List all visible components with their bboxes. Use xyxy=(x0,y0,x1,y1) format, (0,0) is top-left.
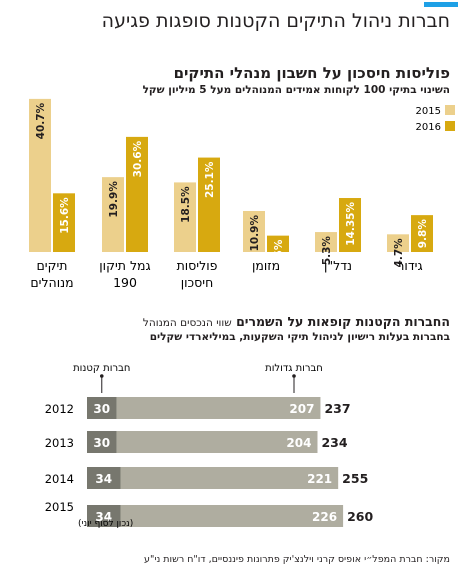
data-label-2016-1: 30.6% xyxy=(132,140,144,177)
chart2-title-main: החברות הקטנות קופאות על השמרים xyxy=(236,314,450,329)
bar-large-2013 xyxy=(116,431,318,453)
category-label-0-line2: מנוהלים xyxy=(30,275,73,290)
data-label-2015-2: 18.5% xyxy=(180,186,192,223)
bar-small-2013 xyxy=(87,431,117,453)
category-label-4: נדל"ן xyxy=(324,258,352,273)
bar-2015-4 xyxy=(315,232,337,252)
bar-small-2015 xyxy=(87,505,121,527)
value-small-2015: 34 xyxy=(95,510,112,524)
category-label-3: מזומן xyxy=(252,258,280,273)
value-large-2015: 226 xyxy=(312,510,337,524)
bar-2016-1 xyxy=(126,136,148,252)
data-label-2016-3: 4.35% xyxy=(273,239,285,276)
bar-small-2012 xyxy=(87,397,117,419)
bar-2016-3 xyxy=(267,235,289,252)
data-label-2016-5: 9.8% xyxy=(417,219,429,249)
bar-2016-4 xyxy=(339,198,361,252)
bar-2015-5 xyxy=(387,234,409,252)
bar-2015-1 xyxy=(102,177,124,252)
bar-large-2015 xyxy=(120,505,344,527)
bar-2015-3 xyxy=(243,210,265,252)
bar-2016-2 xyxy=(198,157,220,252)
value-small-2013: 30 xyxy=(93,436,110,450)
data-label-2015-1: 19.9% xyxy=(108,181,120,218)
year-label-2012: 2012 xyxy=(45,402,74,416)
legend-swatch-2016 xyxy=(445,121,455,131)
accent-bar xyxy=(424,2,458,7)
chart2-subtitle: בחברות בעלות רישיון לניהול תיקי השקעות, … xyxy=(149,331,450,343)
category-label-0: תיקים xyxy=(37,258,68,273)
bar-2015-0 xyxy=(29,98,51,252)
data-label-2015-4: 5.3% xyxy=(321,236,333,266)
data-label-2015-0: 40.7% xyxy=(35,102,47,139)
category-label-1: גמל תיקון xyxy=(99,258,150,273)
chart2-title: החברות הקטנות קופאות על השמרים שווי הנכס… xyxy=(143,314,450,329)
year-label-2014: 2014 xyxy=(45,472,74,486)
total-2015: 260 xyxy=(347,509,373,524)
category-label-2-line2: חיסכון xyxy=(181,275,214,290)
legend-swatch-2015 xyxy=(445,105,455,115)
category-label-5: גידור xyxy=(397,258,422,273)
bar-2016-0 xyxy=(53,193,75,252)
category-label-2: פוליסות xyxy=(177,258,218,273)
year-label-2015: 2015 xyxy=(45,500,74,514)
series-header-small-dot xyxy=(99,374,104,378)
data-label-2016-0: 15.6% xyxy=(59,197,71,234)
data-label-2015-3: 10.9% xyxy=(249,215,261,252)
chart2-title-note: שווי הנכסים המנוהל xyxy=(142,317,232,329)
chart1-subtitle: השינוי בתיקי 100 לקוחות אמידים המנוהלים … xyxy=(142,84,450,96)
source-note: מקור: חברת המפל״י אופיס קרני וילנצ'יק פת… xyxy=(144,554,450,565)
value-small-2012: 30 xyxy=(93,402,110,416)
bar-large-2012 xyxy=(116,397,321,419)
bar-small-2014 xyxy=(87,467,121,489)
bar-large-2014 xyxy=(120,467,339,489)
value-large-2014: 221 xyxy=(307,472,332,486)
data-label-2016-2: 25.1% xyxy=(204,161,216,198)
category-label-1-line2: 190 xyxy=(113,275,137,290)
series-header-large-dot xyxy=(292,374,296,378)
legend-label-2015: 2015 xyxy=(416,106,441,117)
total-2014: 255 xyxy=(342,471,368,486)
bar-2015-2 xyxy=(174,182,196,252)
data-label-2016-4: 14.35% xyxy=(345,202,357,246)
value-large-2013: 204 xyxy=(286,436,311,450)
value-large-2012: 207 xyxy=(289,402,314,416)
year-label-2013: 2013 xyxy=(45,436,74,450)
legend-label-2016: 2016 xyxy=(416,122,441,133)
value-small-2014: 34 xyxy=(95,472,112,486)
chart1-title: פוליסות חיסכון על חשבון מנהלי התיקים xyxy=(173,64,450,82)
year-note-2015: (נכון לסוף יוני) xyxy=(78,519,133,529)
page-title: חברות ניהול התיקים הקטנות סופגות פגיעה xyxy=(101,10,450,32)
series-header-large: חברות גדולות xyxy=(265,363,323,374)
total-2012: 237 xyxy=(324,401,350,416)
total-2013: 234 xyxy=(321,435,347,450)
data-label-2015-5: 4.7% xyxy=(393,238,405,268)
bar-2016-5 xyxy=(411,215,433,252)
series-header-small: חברות קטנות xyxy=(73,363,130,374)
